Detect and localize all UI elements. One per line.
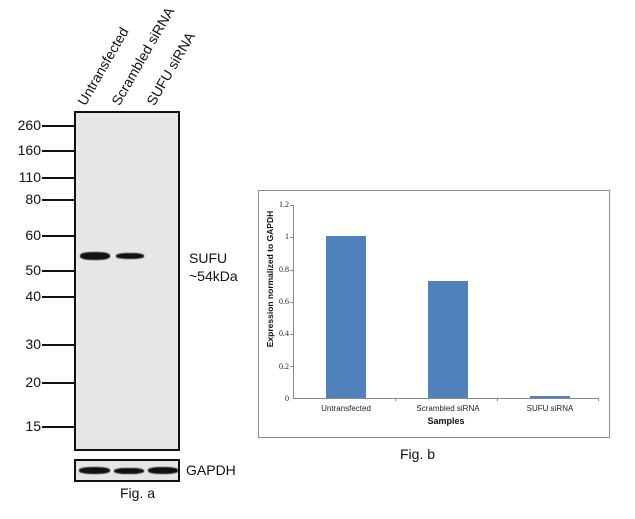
y-axis-title: Expression normalized to GAPDH — [265, 210, 275, 348]
sufu-band-label: SUFU ~54kDa — [189, 250, 238, 284]
mw-marker-30: 30 — [0, 336, 74, 352]
mw-marker-80: 80 — [0, 191, 74, 207]
mw-marker-160: 160 — [0, 142, 74, 158]
y-tick-1: 1 — [285, 232, 289, 241]
y-tick-0.2: 0.2 — [279, 362, 289, 371]
y-tick-0.8: 0.8 — [279, 265, 289, 274]
y-tick-0.6: 0.6 — [279, 297, 289, 306]
figure-a-caption: Fig. a — [120, 485, 156, 501]
x-tick-untransfected: Untransfected — [321, 404, 371, 413]
sufu-blot-membrane — [74, 111, 180, 451]
mw-marker-260: 260 — [0, 117, 74, 133]
mw-marker-60: 60 — [0, 227, 74, 243]
lane-label-scrambled-sirna: Scrambled siRNA — [108, 4, 178, 108]
sufu-band-scrambled — [116, 253, 144, 259]
mw-marker-20: 20 — [0, 374, 74, 390]
mw-marker-110: 110 — [0, 169, 74, 185]
gapdh-band-scrambled — [114, 468, 144, 474]
bar-sufu-sirna — [530, 396, 570, 398]
gapdh-band-untransfected — [79, 467, 110, 474]
y-tick-1.2: 1.2 — [279, 200, 289, 209]
mw-marker-40: 40 — [0, 288, 74, 304]
x-tick-sufu-sirna: SUFU siRNA — [526, 404, 574, 413]
x-tick-scrambled-sirna: Scrambled siRNA — [416, 404, 480, 413]
figure-b-caption: Fig. b — [400, 446, 436, 462]
gapdh-blot-membrane — [74, 459, 180, 482]
bar-untransfected — [326, 236, 366, 398]
bar-chart: Expression normalized to GAPDH 0 0.2 0.4… — [258, 190, 610, 438]
mw-marker-50: 50 — [0, 262, 74, 278]
x-axis-line — [293, 398, 599, 399]
y-tick-0.4: 0.4 — [279, 329, 289, 338]
gapdh-band-sufu — [148, 467, 178, 474]
y-tick-0: 0 — [285, 394, 289, 403]
sufu-band-untransfected — [80, 252, 110, 260]
mw-marker-15: 15 — [0, 418, 74, 434]
x-axis-title: Samples — [427, 416, 465, 426]
bar-scrambled-sirna — [428, 281, 468, 398]
gapdh-label: GAPDH — [186, 462, 236, 478]
